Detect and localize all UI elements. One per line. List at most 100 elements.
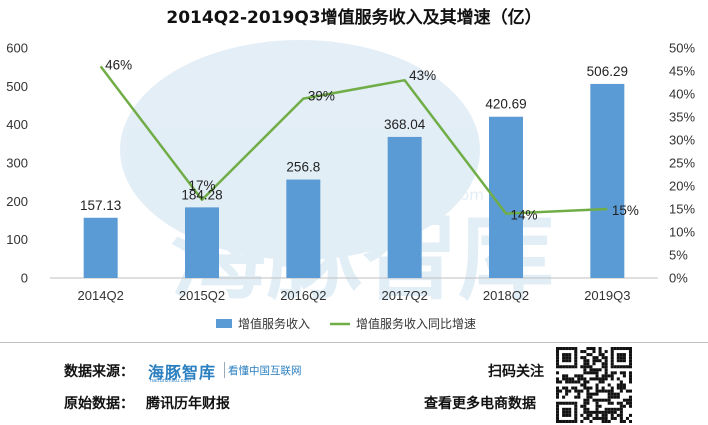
- x-tick-label: 2019Q3: [584, 288, 630, 303]
- qr-module: [556, 404, 560, 408]
- qr-module: [610, 416, 614, 420]
- qr-module: [595, 416, 599, 420]
- qr-module: [619, 407, 623, 411]
- qr-code-icon[interactable]: [556, 347, 632, 423]
- qr-module: [628, 419, 632, 423]
- x-tick-label: 2016Q2: [280, 288, 326, 303]
- qr-module: [583, 410, 587, 414]
- x-tick-label: 2018Q2: [483, 288, 529, 303]
- qr-module: [619, 347, 623, 351]
- line-value-label: 39%: [308, 89, 335, 104]
- qr-module: [607, 419, 611, 423]
- qr-module: [595, 359, 599, 363]
- qr-module: [556, 386, 560, 390]
- bar: [83, 217, 118, 278]
- right-tick-label: 5%: [669, 248, 688, 263]
- qr-module: [610, 407, 614, 411]
- qr-module: [604, 398, 608, 402]
- qr-module: [568, 401, 572, 405]
- qr-module: [556, 407, 560, 411]
- qr-module: [577, 392, 581, 396]
- qr-module: [595, 410, 599, 414]
- qr-module: [592, 368, 596, 372]
- qr-module: [628, 404, 632, 408]
- qr-module: [622, 356, 626, 360]
- qr-module: [580, 350, 584, 354]
- growth-line: [99, 65, 608, 215]
- qr-module: [625, 365, 629, 369]
- qr-module: [598, 416, 602, 420]
- qr-module: [595, 407, 599, 411]
- x-tick-label: 2015Q2: [179, 288, 225, 303]
- source-label: 数据来源：: [64, 364, 134, 380]
- qr-module: [574, 380, 578, 384]
- qr-module: [628, 356, 632, 360]
- qr-module: [604, 371, 608, 375]
- qr-module: [601, 362, 605, 366]
- x-tick-label: 2017Q2: [382, 288, 428, 303]
- qr-module: [604, 350, 608, 354]
- qr-module: [604, 419, 608, 423]
- qr-module: [583, 350, 587, 354]
- qr-module: [607, 395, 611, 399]
- qr-module: [595, 389, 599, 393]
- qr-module: [589, 410, 593, 414]
- qr-module: [562, 410, 566, 414]
- qr-module: [604, 359, 608, 363]
- qr-module: [586, 389, 590, 393]
- original-data-label: 原始数据：: [64, 396, 134, 412]
- qr-module: [574, 413, 578, 417]
- qr-module: [601, 374, 605, 378]
- x-axis: 2014Q2 2015Q2 2016Q2 2017Q2 2018Q2 2019Q3: [78, 288, 631, 303]
- qr-module: [586, 398, 590, 402]
- qr-module: [592, 359, 596, 363]
- qr-module: [574, 404, 578, 408]
- original-data-value: 腾讯历年财报: [146, 396, 230, 412]
- qr-module: [571, 419, 575, 423]
- qr-module: [601, 353, 605, 357]
- qr-module: [628, 377, 632, 381]
- qr-module: [628, 365, 632, 369]
- qr-module: [604, 368, 608, 372]
- qr-module: [610, 401, 614, 405]
- qr-module: [586, 371, 590, 375]
- footer: 数据来源： 海豚智库 看懂中国互联网 haitunzhiku.com 原始数据：…: [0, 343, 708, 425]
- qr-module: [601, 398, 605, 402]
- qr-module: [571, 380, 575, 384]
- qr-module: [604, 416, 608, 420]
- qr-module: [559, 365, 563, 369]
- qr-module: [616, 365, 620, 369]
- qr-module: [556, 371, 560, 375]
- qr-module: [556, 377, 560, 381]
- bar: [185, 207, 219, 278]
- qr-module: [562, 365, 566, 369]
- qr-module: [565, 353, 569, 357]
- qr-module: [574, 395, 578, 399]
- brand-separator: [224, 362, 225, 378]
- qr-module: [574, 410, 578, 414]
- qr-module: [574, 362, 578, 366]
- qr-module: [592, 356, 596, 360]
- scan-follow-text: 扫码关注: [488, 364, 544, 380]
- qr-module: [589, 395, 593, 399]
- qr-module: [562, 359, 566, 363]
- qr-module: [556, 356, 560, 360]
- qr-module: [583, 356, 587, 360]
- qr-module: [607, 374, 611, 378]
- qr-module: [589, 386, 593, 390]
- qr-module: [583, 407, 587, 411]
- qr-module: [619, 401, 623, 405]
- qr-module: [595, 383, 599, 387]
- qr-module: [574, 389, 578, 393]
- qr-module: [556, 365, 560, 369]
- qr-module: [556, 395, 560, 399]
- qr-module: [565, 374, 569, 378]
- qr-module: [565, 407, 569, 411]
- qr-module: [619, 383, 623, 387]
- qr-module: [586, 413, 590, 417]
- qr-module: [556, 416, 560, 420]
- qr-module: [583, 368, 587, 372]
- qr-module: [613, 347, 617, 351]
- qr-module: [589, 371, 593, 375]
- qr-module: [589, 377, 593, 381]
